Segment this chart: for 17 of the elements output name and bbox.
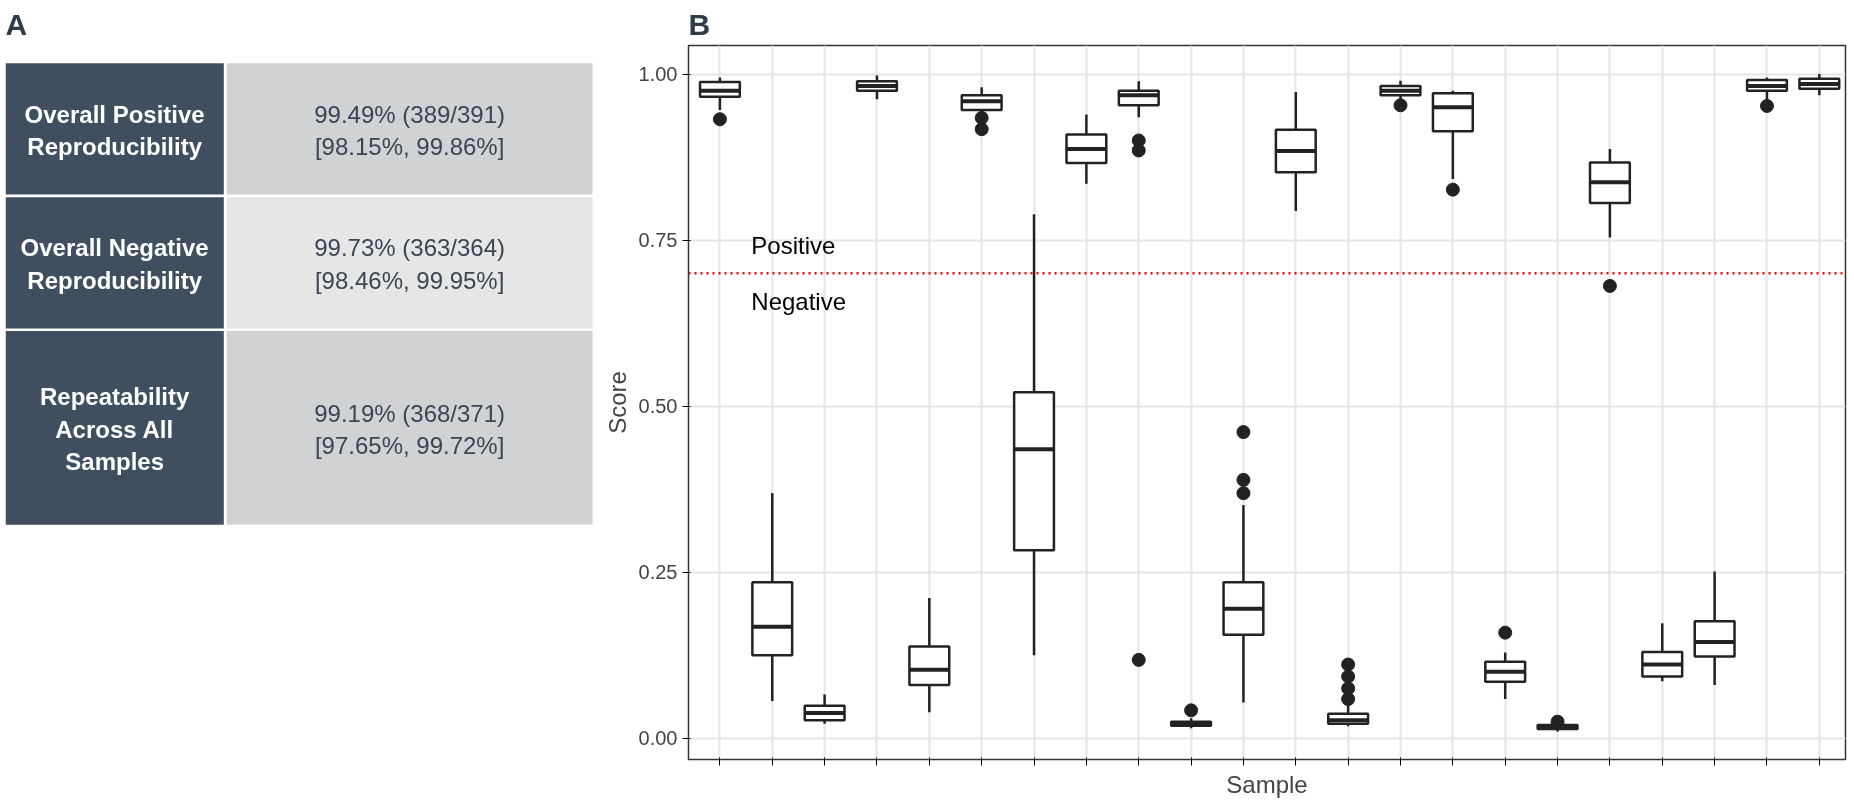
y-tick-label: 1.00: [638, 63, 678, 86]
annotation: Negative: [751, 287, 847, 315]
text: 99.73% (363/364) [98.46%, 99.95%]: [314, 234, 506, 294]
y-tick-label: 0.75: [638, 229, 678, 252]
text: Repeatability Across All Samples: [39, 383, 190, 476]
text: 99.19% (368/371) [97.65%, 99.72%]: [314, 399, 506, 459]
y-axis-title: Score: [603, 371, 631, 434]
y-tick-label: 0.25: [638, 561, 678, 584]
y-tick-label: 0.00: [638, 727, 678, 750]
text: Overall Positive Reproducibility: [24, 100, 205, 160]
text: Overall Negative Reproducibility: [20, 234, 209, 294]
x-axis-title: Sample: [1226, 770, 1308, 798]
chart-title: B: [688, 7, 711, 41]
text: A: [5, 7, 28, 41]
annotation: Positive: [751, 231, 836, 259]
text: 99.49% (389/391) [98.15%, 99.86%]: [314, 100, 506, 160]
y-tick-label: 0.50: [638, 395, 678, 418]
